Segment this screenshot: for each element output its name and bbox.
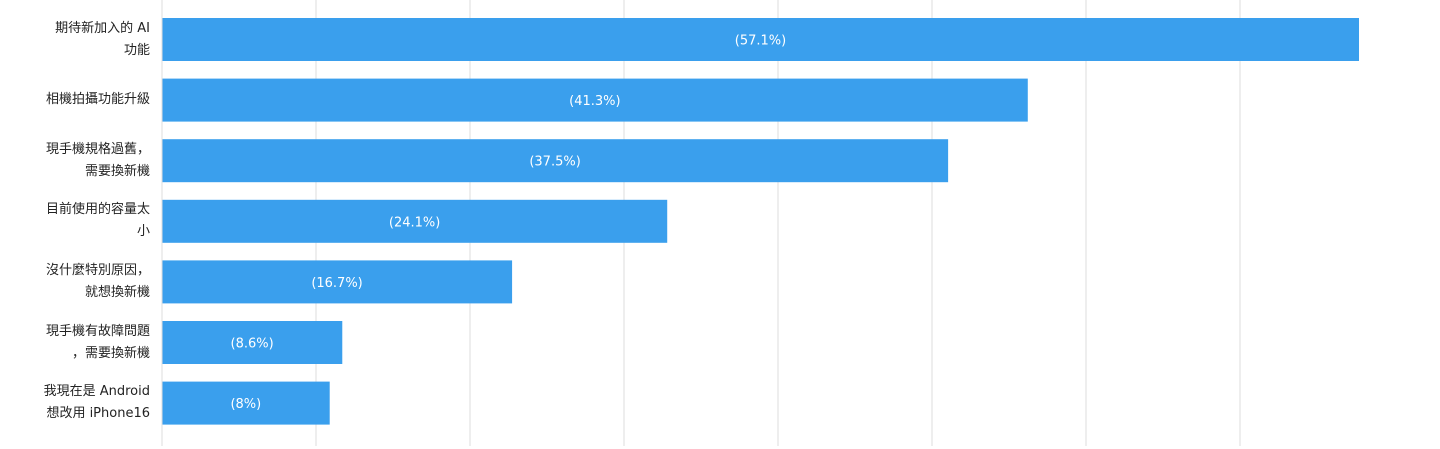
category-label: 沒什麼特別原因， 就想換新機: [10, 260, 150, 303]
bar: [162, 199, 668, 243]
category-label-line: 想改用 iPhone16: [46, 406, 150, 422]
category-label: 現手機規格過舊， 需要換新機: [10, 139, 150, 182]
category-label-line: 期待新加入的 AI: [55, 20, 150, 36]
data-label: (8%): [230, 397, 261, 412]
category-label: 相機拍攝功能升級: [10, 79, 150, 122]
category-label-line: 功能: [123, 42, 150, 58]
data-label: (37.5%): [529, 155, 580, 170]
category-label-line: 就想換新機: [84, 284, 150, 300]
category-label: 目前使用的容量太小: [10, 200, 150, 243]
category-label-line: 現手機規格過舊，: [45, 141, 150, 157]
category-label-line: 沒什麼特別原因，: [45, 262, 150, 278]
bar: [162, 321, 343, 364]
bar: [162, 260, 513, 304]
data-label: (24.1%): [389, 215, 440, 230]
bar: [162, 78, 1028, 122]
category-label-line: 目前使用的容量太: [45, 202, 150, 218]
category-label-line: 小: [136, 224, 150, 240]
bar: [162, 381, 330, 425]
category-label: 現手機有故障問題 ，需要換新機: [10, 321, 150, 364]
category-label: 我現在是 Android 想改用 iPhone16: [10, 382, 150, 425]
category-label: 期待新加入的 AI 功能: [10, 18, 150, 61]
data-label: (57.1%): [735, 34, 786, 49]
category-label-line: ，需要換新機: [71, 345, 150, 361]
data-label: (41.3%): [569, 94, 620, 109]
category-label-line: 我現在是 Android: [43, 384, 150, 400]
data-label: (16.7%): [311, 276, 362, 291]
category-label-line: 現手機有故障問題: [45, 323, 150, 339]
bar: [162, 18, 1359, 61]
data-label: (8.6%): [231, 337, 274, 352]
category-label-line: 相機拍攝功能升級: [45, 92, 150, 108]
bar: [162, 139, 949, 183]
category-label-line: 需要換新機: [84, 163, 150, 179]
